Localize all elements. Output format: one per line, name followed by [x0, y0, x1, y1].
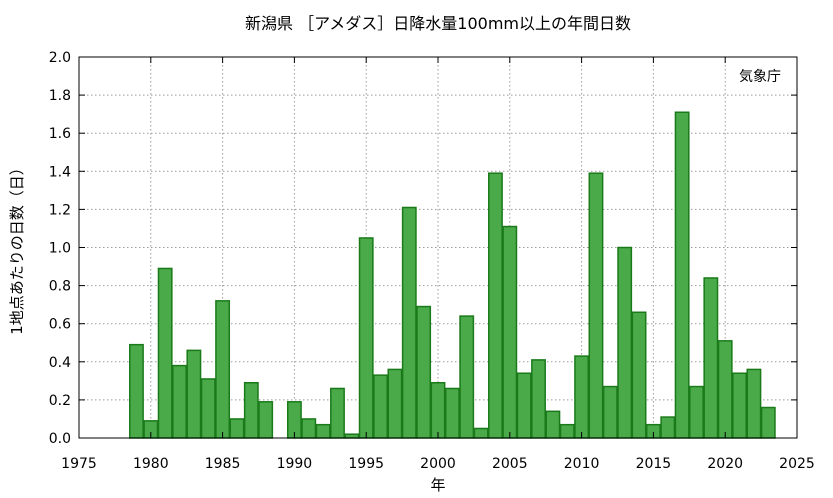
x-tick-label: 1985	[205, 456, 241, 472]
bar	[401, 206, 417, 439]
bar	[545, 410, 561, 439]
bar	[531, 359, 546, 439]
x-tick-label: 2015	[636, 456, 672, 472]
bar	[660, 416, 676, 439]
x-axis-title: 年	[430, 476, 445, 494]
bar	[301, 418, 317, 439]
y-tick-label: 1.4	[49, 164, 71, 180]
bar	[717, 340, 733, 439]
bar	[703, 277, 719, 439]
chart-title: 新潟県 ［アメダス］日降水量100mm以上の年間日数	[245, 14, 631, 33]
bar	[602, 385, 618, 439]
x-tick-label: 1975	[61, 456, 97, 472]
x-tick-label: 2010	[564, 456, 600, 472]
bar	[315, 423, 331, 439]
bar	[387, 368, 403, 439]
bar	[258, 401, 274, 439]
bar	[516, 372, 532, 439]
x-tick-label: 2025	[779, 456, 815, 472]
bar	[416, 305, 432, 439]
x-tick-label: 2020	[707, 456, 743, 472]
bar	[689, 385, 704, 439]
bar	[588, 172, 604, 439]
y-tick-label: 1.8	[49, 88, 71, 104]
ticks-layer: 0.0 0.2 0.4 0.6 0.8 1.0 1.2 1.4 1.6 1.8 2.0 1975 198…	[49, 50, 815, 472]
bar	[330, 387, 345, 439]
y-tick-label: 1.2	[49, 202, 71, 218]
bar	[186, 349, 202, 439]
x-tick-label: 2005	[492, 456, 528, 472]
bar	[574, 355, 590, 439]
x-tick-label: 2000	[420, 456, 456, 472]
bar	[488, 172, 503, 439]
bars-layer	[129, 111, 776, 439]
y-tick-label: 0.4	[49, 355, 71, 371]
bar	[444, 387, 460, 439]
bar	[373, 374, 388, 439]
y-tick-label: 1.0	[49, 241, 71, 257]
bar	[229, 418, 245, 439]
bar	[129, 343, 144, 439]
bar	[200, 378, 216, 439]
y-tick-label: 2.0	[49, 50, 71, 66]
bar	[344, 433, 360, 439]
y-tick-label: 0.8	[49, 279, 71, 295]
bar	[172, 364, 187, 439]
bar	[617, 246, 633, 439]
bar	[430, 382, 446, 439]
bar	[473, 427, 489, 439]
y-tick-label: 0.6	[49, 317, 71, 333]
bar	[760, 406, 776, 439]
y-tick-label: 0.2	[49, 393, 71, 409]
bar	[631, 311, 647, 439]
bar	[502, 225, 518, 439]
bar	[459, 315, 475, 439]
bar	[559, 423, 575, 439]
bar	[243, 382, 259, 439]
bar	[746, 368, 762, 439]
source-annotation: 気象庁	[739, 69, 781, 85]
bar	[358, 237, 374, 439]
bar	[674, 111, 690, 439]
y-tick-label: 0.0	[49, 431, 71, 447]
y-tick-label: 1.6	[49, 126, 71, 142]
x-tick-label: 1990	[277, 456, 313, 472]
x-tick-label: 1980	[133, 456, 169, 472]
bar	[732, 372, 747, 439]
plot-frame	[78, 56, 798, 439]
bar	[157, 267, 173, 439]
x-tick-label: 1995	[348, 456, 384, 472]
bar	[215, 300, 231, 439]
y-axis-title: 1地点あたりの日数（日）	[8, 160, 26, 335]
